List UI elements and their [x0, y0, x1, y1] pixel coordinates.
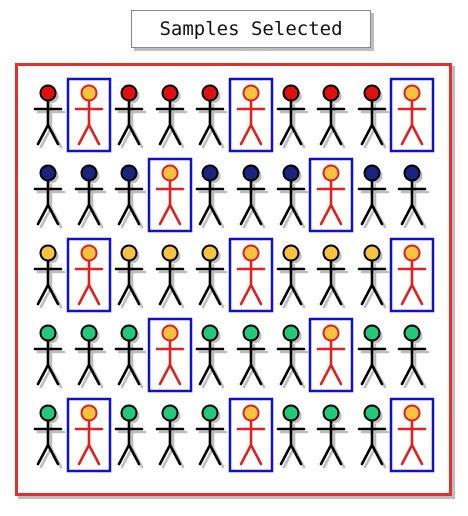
population-figure — [155, 404, 188, 469]
population-figure — [33, 84, 66, 149]
population-figure — [114, 164, 147, 229]
population-figure — [33, 164, 66, 229]
selected-sample-figure — [228, 397, 274, 473]
population-figure — [114, 84, 147, 149]
selection-box — [147, 157, 193, 233]
selected-sample-figure — [66, 77, 112, 153]
population-figure — [276, 404, 309, 469]
selection-box — [389, 397, 435, 473]
population-figure — [74, 324, 107, 389]
population-figure — [236, 164, 269, 229]
population-figure — [357, 164, 390, 229]
population-figure — [397, 164, 430, 229]
population-figure — [155, 244, 188, 309]
selected-sample-figure — [389, 397, 435, 473]
population-figure — [33, 324, 66, 389]
population-figure — [276, 84, 309, 149]
title-label: Samples Selected — [131, 10, 371, 48]
population-figure — [316, 84, 349, 149]
population-figure — [316, 404, 349, 469]
selected-sample-figure — [308, 317, 354, 393]
population-figure — [397, 324, 430, 389]
selection-box — [308, 157, 354, 233]
selection-box — [66, 397, 112, 473]
population-figure — [236, 324, 269, 389]
selection-box — [66, 77, 112, 153]
population-figure — [195, 404, 228, 469]
selected-sample-figure — [228, 237, 274, 313]
population-figure — [155, 84, 188, 149]
population-figure — [114, 324, 147, 389]
population-figure — [276, 164, 309, 229]
population-figure — [195, 244, 228, 309]
sample-frame — [15, 63, 452, 496]
selected-sample-figure — [66, 237, 112, 313]
selected-sample-figure — [66, 397, 112, 473]
population-figure — [357, 244, 390, 309]
selected-sample-figure — [228, 77, 274, 153]
population-figure — [114, 244, 147, 309]
population-figure — [357, 324, 390, 389]
selected-sample-figure — [308, 157, 354, 233]
selection-box — [389, 237, 435, 313]
population-figure — [357, 404, 390, 469]
selection-box — [228, 397, 274, 473]
population-figure — [195, 324, 228, 389]
population-figure — [195, 84, 228, 149]
population-figure — [276, 244, 309, 309]
population-figure — [33, 404, 66, 469]
selection-box — [308, 317, 354, 393]
population-figure — [357, 84, 390, 149]
selected-sample-figure — [389, 237, 435, 313]
population-figure — [316, 244, 349, 309]
population-figure — [74, 164, 107, 229]
population-figure — [33, 244, 66, 309]
population-figure — [114, 404, 147, 469]
population-figure — [195, 164, 228, 229]
selection-box — [66, 237, 112, 313]
population-figure — [276, 324, 309, 389]
selected-sample-figure — [147, 157, 193, 233]
selected-sample-figure — [147, 317, 193, 393]
selection-box — [147, 317, 193, 393]
selection-box — [389, 77, 435, 153]
selected-sample-figure — [389, 77, 435, 153]
selection-box — [228, 77, 274, 153]
selection-box — [228, 237, 274, 313]
